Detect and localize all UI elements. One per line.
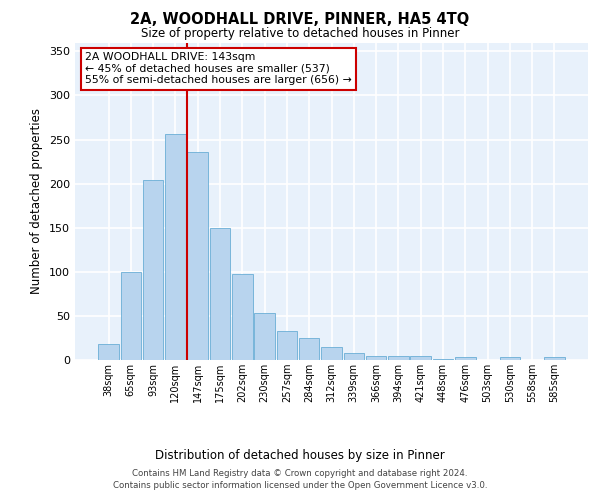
Text: 2A, WOODHALL DRIVE, PINNER, HA5 4TQ: 2A, WOODHALL DRIVE, PINNER, HA5 4TQ [130, 12, 470, 28]
Text: 2A WOODHALL DRIVE: 143sqm
← 45% of detached houses are smaller (537)
55% of semi: 2A WOODHALL DRIVE: 143sqm ← 45% of detac… [85, 52, 352, 85]
Text: Size of property relative to detached houses in Pinner: Size of property relative to detached ho… [141, 28, 459, 40]
Text: Contains HM Land Registry data © Crown copyright and database right 2024.: Contains HM Land Registry data © Crown c… [132, 468, 468, 477]
Text: Distribution of detached houses by size in Pinner: Distribution of detached houses by size … [155, 450, 445, 462]
Bar [210, 228, 230, 360]
Bar [455, 358, 476, 360]
Text: Contains public sector information licensed under the Open Government Licence v3: Contains public sector information licen… [113, 481, 487, 490]
Bar [321, 347, 342, 360]
Y-axis label: Number of detached properties: Number of detached properties [31, 108, 43, 294]
Bar [433, 359, 453, 360]
Bar [187, 152, 208, 360]
Bar [299, 338, 319, 360]
Bar [277, 331, 297, 360]
Bar [500, 358, 520, 360]
Bar [366, 356, 386, 360]
Bar [254, 314, 275, 360]
Bar [544, 358, 565, 360]
Bar [165, 134, 186, 360]
Bar [98, 344, 119, 360]
Bar [344, 353, 364, 360]
Bar [232, 274, 253, 360]
Bar [388, 356, 409, 360]
Bar [143, 180, 163, 360]
Bar [121, 272, 141, 360]
Bar [410, 356, 431, 360]
